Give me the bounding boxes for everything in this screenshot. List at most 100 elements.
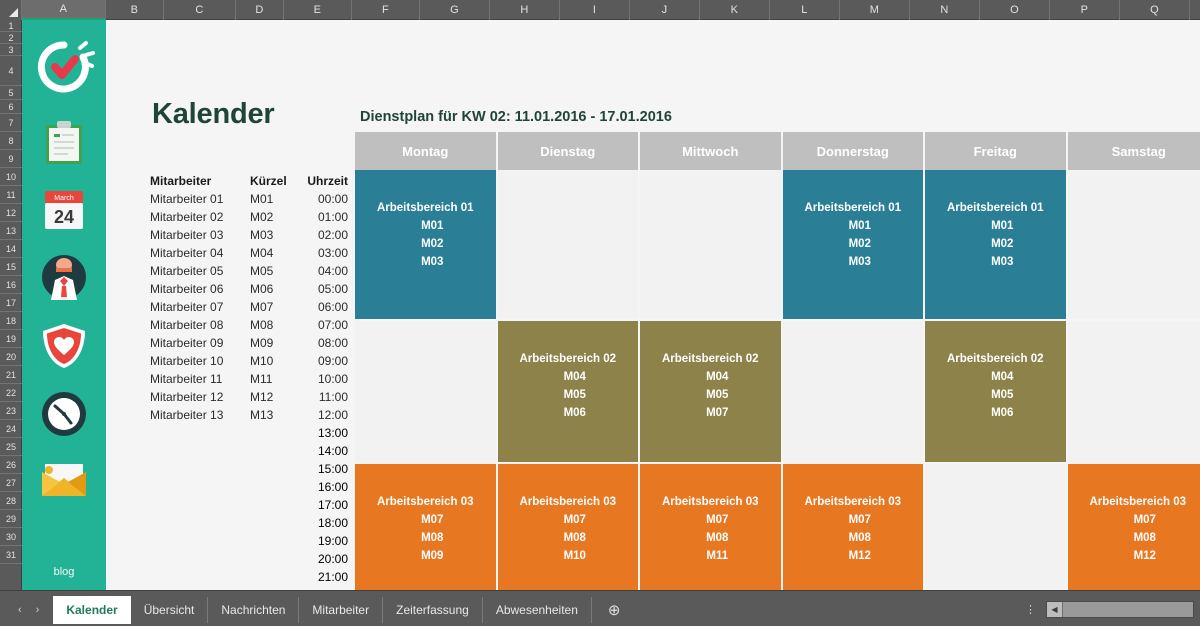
row-header-29[interactable]: 29	[0, 510, 22, 528]
employee-time: 04:00	[317, 264, 348, 278]
sheet-tab-zeiterfassung[interactable]: Zeiterfassung	[383, 596, 483, 623]
column-header-n[interactable]: N	[910, 0, 980, 20]
row-header-1[interactable]: 1	[0, 20, 22, 32]
sheet-tab-kalender[interactable]: Kalender	[53, 595, 131, 624]
shift-block[interactable]: Arbeitsbereich 02 M04 M05 M07	[640, 321, 781, 464]
sidebar-blog-label[interactable]: blog	[53, 566, 75, 578]
row-header-17[interactable]: 17	[0, 294, 22, 312]
shift-block[interactable]: Arbeitsbereich 03 M07 M08 M10	[497, 464, 638, 590]
row-header-10[interactable]: 10	[0, 168, 22, 186]
clipboard-icon[interactable]	[43, 120, 85, 166]
row-header-8[interactable]: 8	[0, 132, 22, 150]
shift-block[interactable]: Arbeitsbereich 03 M07 M08 M09	[355, 464, 496, 590]
employee-abbr: M12	[250, 390, 274, 404]
shift-member: M03	[848, 256, 871, 268]
row-header-27[interactable]: 27	[0, 474, 22, 492]
column-header-g[interactable]: G	[420, 0, 490, 20]
row-header-23[interactable]: 23	[0, 402, 22, 420]
clock-check-logo-icon[interactable]	[33, 36, 95, 98]
column-header-d[interactable]: D	[236, 0, 284, 20]
row-header-28[interactable]: 28	[0, 492, 22, 510]
row-header-5[interactable]: 5	[0, 86, 22, 100]
column-header-p[interactable]: P	[1050, 0, 1120, 20]
shift-area-label: Arbeitsbereich 03	[376, 496, 474, 508]
envelope-icon[interactable]	[40, 460, 88, 500]
row-header-19[interactable]: 19	[0, 330, 22, 348]
column-header-m[interactable]: M	[840, 0, 910, 20]
sheet-tab-abwesenheiten[interactable]: Abwesenheiten	[483, 596, 592, 623]
row-header-4[interactable]: 4	[0, 56, 22, 86]
table-row: 15:00	[150, 460, 348, 478]
row-header-15[interactable]: 15	[0, 258, 22, 276]
horizontal-scrollbar[interactable]: ◀	[1046, 601, 1194, 618]
shift-block[interactable]: Arbeitsbereich 01 M01 M02 M03	[782, 170, 923, 321]
column-header-c[interactable]: C	[164, 0, 236, 20]
shift-block[interactable]: Arbeitsbereich 01 M01 M02 M03	[355, 170, 496, 321]
employee-time: 02:00	[317, 228, 348, 242]
row-header-22[interactable]: 22	[0, 384, 22, 402]
shift-member: M07	[421, 514, 444, 526]
sheet-nav-arrows[interactable]: ‹ ›	[0, 604, 53, 616]
column-header-b[interactable]: B	[106, 0, 164, 20]
empty-slot[interactable]	[1067, 321, 1200, 464]
row-header-18[interactable]: 18	[0, 312, 22, 330]
empty-slot[interactable]	[782, 321, 923, 464]
scroll-left-icon[interactable]: ◀	[1047, 602, 1063, 617]
row-header-9[interactable]: 9	[0, 150, 22, 168]
select-all-button[interactable]	[0, 0, 22, 20]
empty-slot[interactable]	[640, 170, 781, 321]
employee-suit-icon[interactable]	[41, 254, 87, 300]
col-header-kuerzel: Kürzel	[250, 174, 287, 188]
column-header-q[interactable]: Q	[1120, 0, 1190, 20]
shift-block[interactable]: Arbeitsbereich 03 M07 M08 M11	[640, 464, 781, 590]
row-header-16[interactable]: 16	[0, 276, 22, 294]
shift-member: M01	[991, 220, 1014, 232]
row-header-11[interactable]: 11	[0, 186, 22, 204]
sheet-tab--bersicht[interactable]: Übersicht	[131, 596, 209, 623]
empty-slot[interactable]	[355, 321, 496, 464]
row-header-12[interactable]: 12	[0, 204, 22, 222]
calendar-icon[interactable]: March 24	[42, 188, 86, 232]
row-header-7[interactable]: 7	[0, 114, 22, 132]
shift-block[interactable]: Arbeitsbereich 03 M07 M08 M12	[1067, 464, 1200, 590]
column-header-j[interactable]: J	[630, 0, 700, 20]
row-header-26[interactable]: 26	[0, 456, 22, 474]
column-header-i[interactable]: I	[560, 0, 630, 20]
table-row: 21:00	[150, 568, 348, 586]
row-header-20[interactable]: 20	[0, 348, 22, 366]
row-header-25[interactable]: 25	[0, 438, 22, 456]
row-header-14[interactable]: 14	[0, 240, 22, 258]
row-header-31[interactable]: 31	[0, 546, 22, 564]
shift-member: M12	[1133, 550, 1156, 562]
clock-icon[interactable]	[40, 390, 88, 438]
shift-block[interactable]: Arbeitsbereich 02 M04 M05 M06	[497, 321, 638, 464]
row-header-13[interactable]: 13	[0, 222, 22, 240]
split-grip-icon[interactable]: ⋮	[1025, 604, 1036, 616]
column-header-a[interactable]: A	[22, 0, 106, 20]
row-header-21[interactable]: 21	[0, 366, 22, 384]
shift-block[interactable]: Arbeitsbereich 02 M04 M05 M06	[925, 321, 1066, 464]
prev-sheet-icon[interactable]: ‹	[18, 603, 22, 616]
next-sheet-icon[interactable]: ›	[35, 603, 40, 616]
shift-block[interactable]: Arbeitsbereich 01 M01 M02 M03	[925, 170, 1066, 321]
row-header-24[interactable]: 24	[0, 420, 22, 438]
add-sheet-button[interactable]: ⊕	[607, 601, 621, 619]
row-header-2[interactable]: 2	[0, 32, 22, 44]
column-header-h[interactable]: H	[490, 0, 560, 20]
column-header-f[interactable]: F	[352, 0, 420, 20]
empty-slot[interactable]	[497, 170, 638, 321]
row-header-30[interactable]: 30	[0, 528, 22, 546]
empty-slot[interactable]	[1067, 170, 1200, 321]
column-header-l[interactable]: L	[770, 0, 840, 20]
column-header-o[interactable]: O	[980, 0, 1050, 20]
sheet-tab-mitarbeiter[interactable]: Mitarbeiter	[299, 596, 384, 623]
empty-slot[interactable]	[925, 464, 1066, 590]
shift-block[interactable]: Arbeitsbereich 03 M07 M08 M12	[782, 464, 923, 590]
row-header-6[interactable]: 6	[0, 100, 22, 114]
row-header-3[interactable]: 3	[0, 44, 22, 56]
shield-heart-icon[interactable]	[40, 322, 88, 370]
column-header-k[interactable]: K	[700, 0, 770, 20]
sheet-tab-nachrichten[interactable]: Nachrichten	[208, 596, 300, 623]
column-header-e[interactable]: E	[284, 0, 352, 20]
